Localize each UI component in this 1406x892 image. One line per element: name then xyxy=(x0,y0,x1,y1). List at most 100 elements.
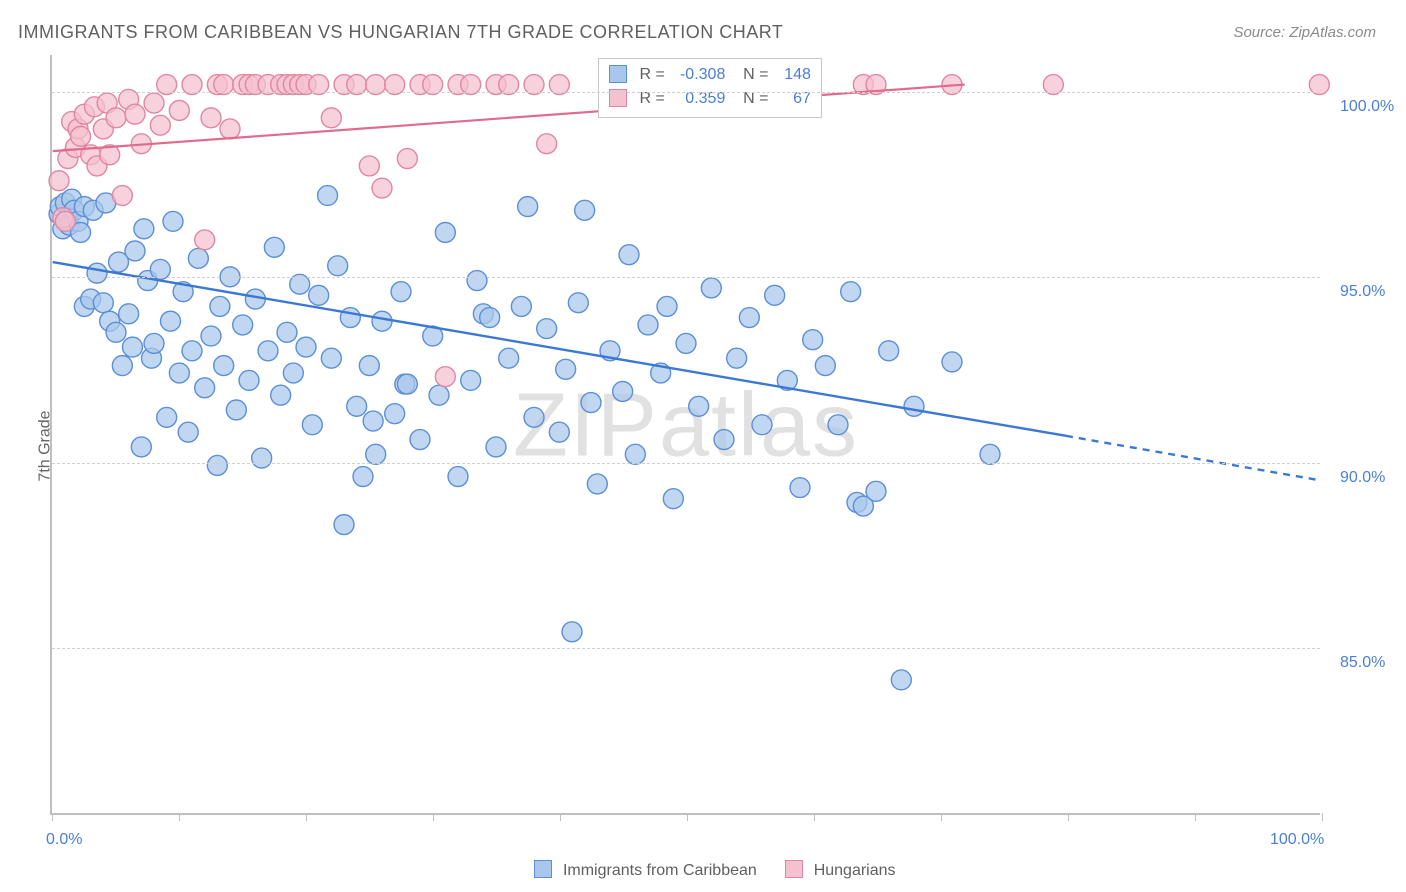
caribbean-point xyxy=(150,259,170,279)
caribbean-point xyxy=(87,263,107,283)
caribbean-point xyxy=(271,385,291,405)
caribbean-point xyxy=(122,337,142,357)
caribbean-point xyxy=(828,415,848,435)
caribbean-r-value: -0.308 xyxy=(669,63,725,87)
hungarian-point xyxy=(112,186,132,206)
stats-row-hungarian: R = 0.359 N = 67 xyxy=(609,87,811,111)
caribbean-point xyxy=(701,278,721,298)
caribbean-point xyxy=(625,444,645,464)
caribbean-legend-swatch-icon xyxy=(534,860,552,878)
caribbean-point xyxy=(581,393,601,413)
caribbean-point xyxy=(239,370,259,390)
caribbean-point xyxy=(568,293,588,313)
hungarian-point xyxy=(49,171,69,191)
caribbean-point xyxy=(556,359,576,379)
caribbean-point xyxy=(106,322,126,342)
caribbean-point xyxy=(366,444,386,464)
x-tick xyxy=(306,813,307,821)
caribbean-point xyxy=(676,333,696,353)
caribbean-point xyxy=(739,308,759,328)
caribbean-point xyxy=(815,356,835,376)
caribbean-point xyxy=(112,356,132,376)
caribbean-point xyxy=(226,400,246,420)
y-tick-label: 95.0% xyxy=(1340,283,1385,301)
caribbean-point xyxy=(765,285,785,305)
caribbean-point xyxy=(309,285,329,305)
x-tick xyxy=(1195,813,1196,821)
caribbean-point xyxy=(347,396,367,416)
caribbean-point xyxy=(429,385,449,405)
caribbean-swatch-icon xyxy=(609,65,627,83)
caribbean-point xyxy=(657,296,677,316)
caribbean-point xyxy=(131,437,151,457)
hungarian-point xyxy=(435,367,455,387)
hungarian-n-value: 67 xyxy=(773,87,811,111)
hungarian-point xyxy=(321,108,341,128)
caribbean-point xyxy=(134,219,154,239)
caribbean-point xyxy=(613,382,633,402)
hungarian-point xyxy=(201,108,221,128)
plot-area: ZIPatlas R = -0.308 N = 148 R = 0.359 N … xyxy=(50,55,1320,815)
r-label: R = xyxy=(640,66,665,83)
caribbean-point xyxy=(328,256,348,276)
caribbean-point xyxy=(891,670,911,690)
caribbean-point xyxy=(752,415,772,435)
caribbean-point xyxy=(201,326,221,346)
caribbean-point xyxy=(144,333,164,353)
caribbean-point xyxy=(125,241,145,261)
hungarian-point xyxy=(106,108,126,128)
caribbean-point xyxy=(264,237,284,257)
caribbean-point xyxy=(866,481,886,501)
x-tick-label-min: 0.0% xyxy=(46,831,82,849)
caribbean-point xyxy=(689,396,709,416)
stats-legend-box: R = -0.308 N = 148 R = 0.359 N = 67 xyxy=(598,58,822,118)
caribbean-point xyxy=(467,271,487,291)
caribbean-trend-line-dashed xyxy=(1066,436,1319,480)
caribbean-point xyxy=(587,474,607,494)
caribbean-trend-line xyxy=(53,262,1066,436)
hungarian-point xyxy=(55,211,75,231)
chart-title: IMMIGRANTS FROM CARIBBEAN VS HUNGARIAN 7… xyxy=(18,22,783,43)
x-tick xyxy=(52,813,53,821)
bottom-legend: Immigrants from Caribbean Hungarians xyxy=(0,860,1406,880)
caribbean-legend-label: Immigrants from Caribbean xyxy=(563,862,757,879)
y-tick-label: 100.0% xyxy=(1340,98,1394,116)
caribbean-point xyxy=(340,308,360,328)
x-tick xyxy=(814,813,815,821)
y-tick-label: 85.0% xyxy=(1340,654,1385,672)
caribbean-point xyxy=(619,245,639,265)
caribbean-point xyxy=(207,455,227,475)
caribbean-point xyxy=(233,315,253,335)
hungarian-point xyxy=(359,156,379,176)
caribbean-point xyxy=(214,356,234,376)
caribbean-point xyxy=(160,311,180,331)
caribbean-point xyxy=(210,296,230,316)
x-tick xyxy=(687,813,688,821)
caribbean-point xyxy=(353,467,373,487)
caribbean-point xyxy=(562,622,582,642)
caribbean-point xyxy=(518,197,538,217)
caribbean-n-value: 148 xyxy=(773,63,811,87)
caribbean-point xyxy=(663,489,683,509)
caribbean-point xyxy=(461,370,481,390)
caribbean-point xyxy=(182,341,202,361)
grid-line xyxy=(52,277,1320,278)
caribbean-point xyxy=(296,337,316,357)
caribbean-point xyxy=(537,319,557,339)
caribbean-point xyxy=(638,315,658,335)
caribbean-point xyxy=(480,308,500,328)
x-tick xyxy=(1322,813,1323,821)
caribbean-point xyxy=(714,430,734,450)
caribbean-point xyxy=(93,293,113,313)
caribbean-point xyxy=(942,352,962,372)
caribbean-point xyxy=(321,348,341,368)
hungarian-point xyxy=(150,115,170,135)
caribbean-point xyxy=(727,348,747,368)
caribbean-point xyxy=(524,407,544,427)
stats-row-caribbean: R = -0.308 N = 148 xyxy=(609,63,811,87)
caribbean-point xyxy=(499,348,519,368)
caribbean-point xyxy=(410,430,430,450)
source-attribution: Source: ZipAtlas.com xyxy=(1233,24,1376,41)
grid-line xyxy=(52,92,1320,93)
caribbean-point xyxy=(397,374,417,394)
